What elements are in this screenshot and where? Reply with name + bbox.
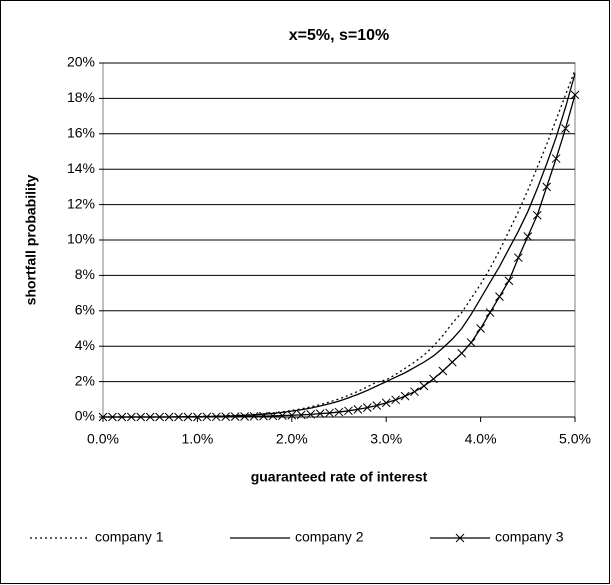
marker bbox=[174, 412, 183, 422]
marker bbox=[419, 381, 429, 391]
marker bbox=[325, 408, 334, 418]
y-tick-label: 10% bbox=[67, 231, 95, 247]
x-tick-label: 4.0% bbox=[465, 431, 497, 447]
marker bbox=[485, 308, 495, 317]
marker bbox=[504, 276, 514, 286]
marker bbox=[136, 412, 146, 422]
chart-title: x=5%, s=10% bbox=[289, 27, 390, 44]
legend-marker bbox=[455, 533, 465, 543]
marker bbox=[296, 410, 306, 420]
marker bbox=[259, 411, 268, 421]
marker bbox=[278, 411, 287, 420]
marker bbox=[164, 412, 174, 422]
marker bbox=[400, 391, 410, 401]
marker bbox=[362, 403, 372, 412]
marker bbox=[353, 405, 363, 414]
marker bbox=[108, 412, 117, 422]
marker bbox=[249, 411, 259, 421]
marker bbox=[476, 324, 485, 333]
marker bbox=[372, 401, 382, 410]
marker bbox=[193, 412, 202, 422]
x-tick-label: 0.0% bbox=[87, 431, 119, 447]
legend-label: company 3 bbox=[495, 529, 564, 545]
x-tick-label: 3.0% bbox=[370, 431, 402, 447]
marker bbox=[221, 412, 231, 421]
marker bbox=[268, 411, 278, 421]
marker bbox=[306, 409, 316, 419]
marker bbox=[561, 124, 570, 133]
marker bbox=[447, 357, 457, 367]
x-tick-label: 1.0% bbox=[181, 431, 213, 447]
marker bbox=[542, 182, 552, 192]
marker bbox=[410, 387, 419, 397]
x-tick-label: 5.0% bbox=[559, 431, 591, 447]
marker bbox=[532, 210, 542, 220]
y-tick-label: 18% bbox=[67, 89, 95, 105]
marker bbox=[98, 412, 108, 422]
marker bbox=[202, 412, 212, 422]
marker bbox=[466, 338, 476, 348]
y-tick-label: 12% bbox=[67, 195, 95, 211]
marker bbox=[183, 412, 193, 422]
y-tick-label: 6% bbox=[75, 302, 95, 318]
marker bbox=[126, 412, 136, 422]
marker bbox=[334, 407, 344, 417]
y-tick-label: 0% bbox=[75, 408, 95, 424]
y-tick-label: 8% bbox=[75, 266, 95, 282]
marker bbox=[240, 412, 249, 421]
marker bbox=[514, 253, 523, 263]
y-axis-title: shortfall probability bbox=[23, 174, 39, 305]
series-line bbox=[103, 69, 576, 418]
marker bbox=[429, 374, 438, 384]
marker bbox=[551, 154, 561, 163]
legend-label: company 2 bbox=[295, 529, 364, 545]
x-tick-label: 2.0% bbox=[276, 431, 308, 447]
marker bbox=[211, 412, 221, 422]
legend-label: company 1 bbox=[95, 529, 164, 545]
marker bbox=[570, 90, 580, 100]
marker bbox=[155, 412, 164, 422]
marker bbox=[145, 412, 155, 422]
marker bbox=[523, 232, 533, 241]
y-tick-label: 4% bbox=[75, 337, 95, 353]
x-axis-title: guaranteed rate of interest bbox=[251, 469, 428, 485]
y-tick-label: 2% bbox=[75, 372, 95, 388]
marker bbox=[315, 409, 325, 418]
marker bbox=[117, 412, 127, 422]
marker bbox=[438, 366, 448, 376]
y-tick-label: 16% bbox=[67, 125, 95, 141]
marker bbox=[391, 395, 400, 405]
marker bbox=[230, 412, 240, 421]
marker bbox=[457, 348, 467, 358]
y-tick-label: 14% bbox=[67, 160, 95, 176]
marker bbox=[381, 398, 391, 408]
marker bbox=[344, 406, 353, 416]
y-tick-label: 20% bbox=[67, 54, 95, 70]
marker bbox=[287, 410, 297, 420]
marker bbox=[495, 292, 504, 301]
